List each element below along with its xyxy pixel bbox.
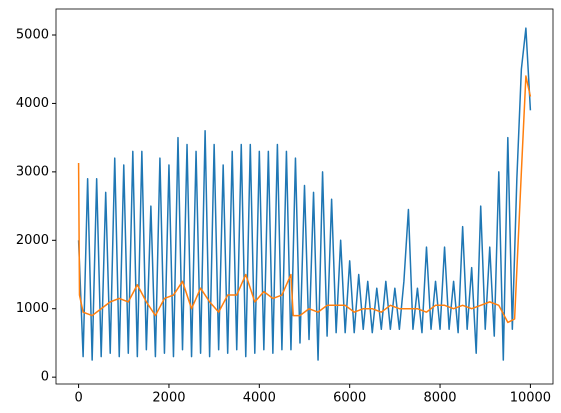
- x-tick-label: 2000: [152, 391, 185, 406]
- x-tick-label: 10000: [510, 391, 551, 406]
- y-tick-label: 4000: [16, 96, 49, 111]
- plot-area: [77, 27, 532, 361]
- data-line: [77, 27, 532, 361]
- data-line: [77, 75, 532, 324]
- y-tick-label: 3000: [16, 164, 49, 179]
- x-tick-label: 4000: [243, 391, 276, 406]
- x-tick-label: 8000: [423, 391, 456, 406]
- y-tick-label: 5000: [16, 28, 49, 43]
- x-tick-label: 0: [74, 391, 82, 406]
- x-tick-label: 6000: [333, 391, 366, 406]
- axes-frame: [55, 8, 554, 385]
- y-tick-label: 2000: [16, 233, 49, 248]
- y-tick-label: 0: [41, 370, 49, 385]
- y-tick-label: 1000: [16, 301, 49, 316]
